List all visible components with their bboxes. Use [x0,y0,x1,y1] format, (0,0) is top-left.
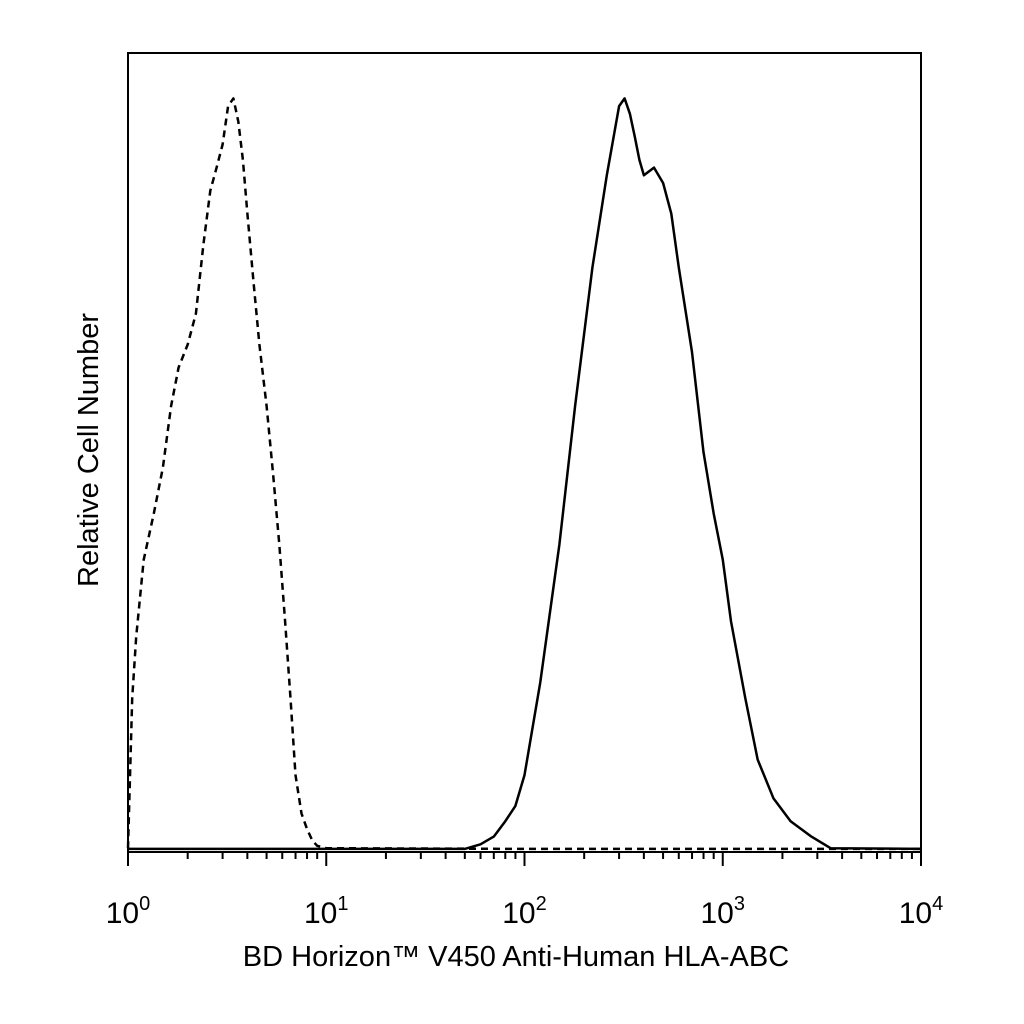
x-tick-label: 101 [304,893,349,930]
x-tick-label: 100 [106,893,151,930]
x-tick-label: 103 [701,893,746,930]
plot-frame [127,52,922,853]
series-line-0 [126,97,921,851]
x-tick-marks [127,852,922,866]
y-axis-label: Relative Cell Number [73,313,105,587]
x-tick-label: 104 [899,893,944,930]
x-tick-labels: 100 101 102 103 104 [106,893,944,930]
x-tick-label: 102 [502,893,547,930]
x-axis-label: BD Horizon™ V450 Anti-Human HLA-ABC [243,941,789,973]
series-layer [126,97,922,851]
series-line-1 [128,97,922,851]
